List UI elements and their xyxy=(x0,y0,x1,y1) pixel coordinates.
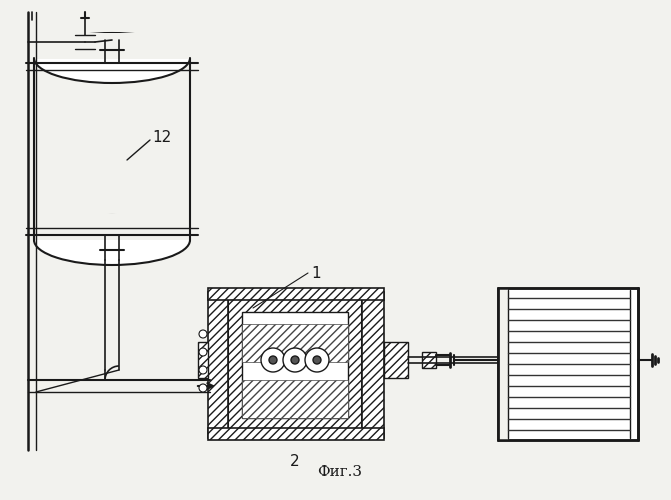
Bar xyxy=(422,352,436,368)
Bar xyxy=(198,342,208,378)
Circle shape xyxy=(283,348,307,372)
Polygon shape xyxy=(75,35,85,49)
Bar xyxy=(498,288,638,440)
Bar xyxy=(498,288,508,440)
Circle shape xyxy=(199,348,207,356)
Bar xyxy=(208,292,228,438)
Text: 12: 12 xyxy=(152,130,171,144)
Circle shape xyxy=(199,366,207,374)
Ellipse shape xyxy=(34,215,190,265)
Circle shape xyxy=(313,356,321,364)
Bar xyxy=(384,342,408,378)
Text: Фиг.3: Фиг.3 xyxy=(317,465,362,479)
Polygon shape xyxy=(85,35,95,49)
Circle shape xyxy=(261,348,285,372)
Bar xyxy=(242,312,348,418)
Bar xyxy=(208,428,384,440)
Ellipse shape xyxy=(34,33,190,83)
Text: 2: 2 xyxy=(290,454,300,469)
Circle shape xyxy=(305,348,329,372)
Bar xyxy=(228,298,362,432)
Circle shape xyxy=(199,330,207,338)
Bar xyxy=(32,33,192,59)
Bar xyxy=(362,292,384,438)
Circle shape xyxy=(269,356,277,364)
Bar xyxy=(32,214,192,240)
Circle shape xyxy=(291,356,299,364)
Bar xyxy=(242,380,348,418)
Bar xyxy=(242,324,348,362)
Circle shape xyxy=(199,384,207,392)
Bar xyxy=(208,288,384,300)
Text: 1: 1 xyxy=(311,266,321,280)
